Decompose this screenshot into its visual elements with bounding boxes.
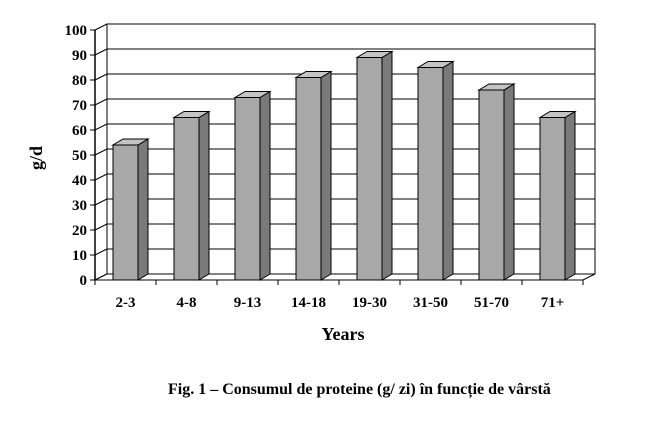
figure-caption: Fig. 1 – Consumul de proteine (g/ zi) în…	[168, 381, 551, 398]
x-tick-label: 14-18	[291, 295, 326, 311]
gridline-side	[94, 148, 108, 156]
bar-front	[356, 57, 383, 281]
x-tick-label: 4-8	[177, 295, 197, 311]
bar-side	[503, 83, 515, 281]
bar-19-30	[355, 50, 394, 281]
x-tick-label: 19-30	[352, 295, 387, 311]
y-tick-label: 100	[65, 23, 88, 39]
y-tick-label: 90	[72, 48, 87, 64]
y-tick-label: 10	[72, 248, 87, 264]
gridline-side	[94, 98, 108, 106]
bar-31-50	[416, 60, 455, 281]
y-tick-label: 80	[72, 73, 87, 89]
bars-layer	[111, 50, 577, 281]
bar-side	[137, 138, 149, 281]
bar-front	[417, 67, 444, 281]
gridline-side	[94, 198, 108, 206]
gridline-side	[94, 223, 108, 231]
bar-side	[259, 90, 271, 281]
y-tick-label: 70	[72, 98, 87, 114]
x-tick-label: 51-70	[474, 295, 509, 311]
bar-9-13	[233, 90, 272, 281]
bar-front	[112, 144, 139, 281]
bar-side	[564, 110, 576, 281]
y-tick-label: 60	[72, 123, 87, 139]
bar-14-18	[294, 70, 333, 281]
bar-51-70	[477, 83, 516, 281]
gridline-side	[94, 48, 108, 56]
y-tick-label: 50	[72, 148, 87, 164]
bar-4-8	[172, 110, 211, 281]
bar-side	[198, 110, 210, 281]
bar-front	[295, 77, 322, 281]
x-tick-label: 2-3	[116, 295, 136, 311]
bar-front	[234, 97, 261, 281]
bar-side	[320, 70, 332, 281]
gridline-side	[94, 73, 108, 81]
bar-2-3	[111, 138, 150, 281]
gridline-side	[94, 173, 108, 181]
x-tick-label: 9-13	[234, 295, 262, 311]
gridline-side	[94, 123, 108, 131]
gridline-side	[94, 23, 108, 31]
floor	[94, 273, 596, 281]
y-tick-label: 20	[72, 223, 87, 239]
y-tick-label: 0	[80, 273, 88, 289]
x-tick-label: 31-50	[413, 295, 448, 311]
x-tick-label: 71+	[541, 295, 565, 311]
y-tick-label: 30	[72, 198, 87, 214]
y-axis-title: g/d	[26, 146, 46, 170]
bar-71+	[538, 110, 577, 281]
y-tick-label: 40	[72, 173, 87, 189]
protein-bar-chart: 0 10 20 30 40 50 60 70 80 90 100 2-3 4-8 9-13 14-18 19…	[26, 23, 596, 344]
grid-layer	[94, 23, 596, 281]
bar-side	[442, 60, 454, 281]
bar-front	[173, 117, 200, 281]
y-axis-ticks: 0 10 20 30 40 50 60 70 80 90 100	[65, 23, 95, 289]
bar-front	[478, 89, 505, 281]
bar-front	[539, 117, 566, 281]
x-axis-ticks: 2-3 4-8 9-13 14-18 19-30 31-50 51-70 71+	[94, 280, 584, 311]
bar-side	[381, 50, 393, 281]
x-axis-title: Years	[322, 324, 365, 344]
gridline-side	[94, 248, 108, 256]
